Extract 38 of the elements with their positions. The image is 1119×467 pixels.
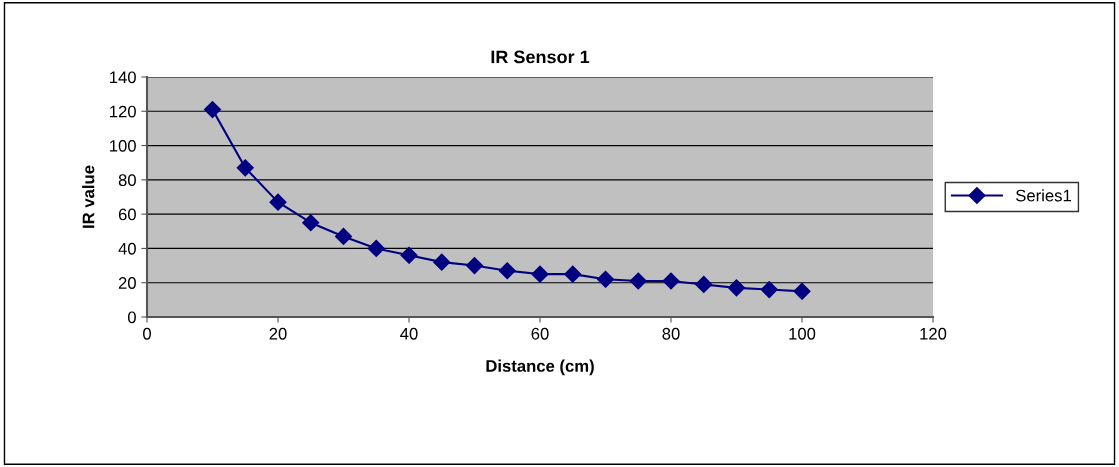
point	[433, 253, 451, 271]
point	[269, 193, 287, 211]
y-axis-title: IR value	[82, 165, 95, 228]
y-tick-label: 120	[110, 105, 136, 118]
point	[760, 281, 778, 299]
point	[793, 282, 811, 300]
y-tick-label: 80	[118, 174, 136, 187]
y-tick-label: 0	[127, 311, 136, 324]
point	[465, 257, 484, 275]
y-tick-label: 20	[118, 277, 136, 289]
x-tick-label: 20	[269, 327, 287, 340]
point	[334, 227, 353, 245]
chart-title: IR Sensor 1	[491, 50, 590, 64]
x-axis-title: Distance (cm)	[486, 359, 594, 376]
y-tick-label: 100	[110, 139, 136, 152]
point	[531, 265, 549, 283]
point	[367, 239, 385, 257]
x-tick-label: 100	[789, 327, 816, 340]
point	[662, 272, 680, 290]
point	[596, 270, 615, 288]
y-tick-label: 60	[118, 208, 136, 221]
x-tick-label: 80	[662, 327, 680, 340]
point	[302, 214, 320, 232]
x-tick-label: 0	[143, 327, 151, 340]
point	[498, 262, 516, 280]
point	[727, 279, 746, 297]
x-tick-label: 40	[400, 327, 418, 340]
y-tick-label: 40	[118, 242, 136, 255]
point	[236, 159, 254, 177]
point	[400, 246, 418, 264]
y-tick-label: 140	[110, 71, 136, 84]
point	[564, 265, 582, 283]
x-tick-label: 60	[531, 327, 549, 340]
point	[203, 101, 222, 119]
legend-label: Series1	[1016, 189, 1071, 202]
x-tick-label: 120	[920, 327, 947, 340]
point	[629, 272, 647, 290]
point	[695, 275, 713, 293]
